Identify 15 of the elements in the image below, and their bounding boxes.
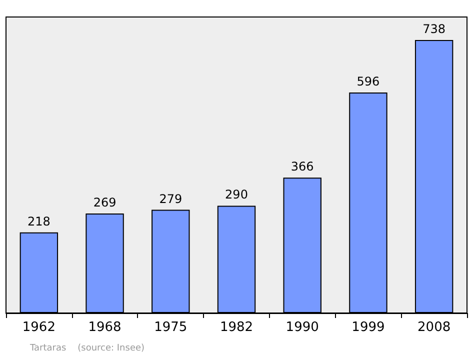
data-label: 596: [356, 74, 380, 88]
data-label: 366: [290, 160, 314, 174]
x-tick-label: 2008: [418, 320, 451, 335]
data-label: 279: [159, 192, 182, 206]
text: Tartaras (source: Insee): [29, 344, 145, 354]
data-label: 738: [422, 22, 446, 36]
data-label: 290: [225, 188, 248, 202]
data-label: 218: [27, 214, 50, 228]
x-tick-label: 1999: [352, 320, 385, 335]
x-tick-label: 1990: [286, 320, 319, 335]
data-label: 269: [93, 195, 116, 210]
x-tick-label: 1975: [154, 320, 188, 335]
x-tick-label: 1982: [220, 320, 254, 335]
x-tick-label: 1968: [88, 320, 122, 335]
x-tick-label: 1962: [22, 320, 56, 335]
